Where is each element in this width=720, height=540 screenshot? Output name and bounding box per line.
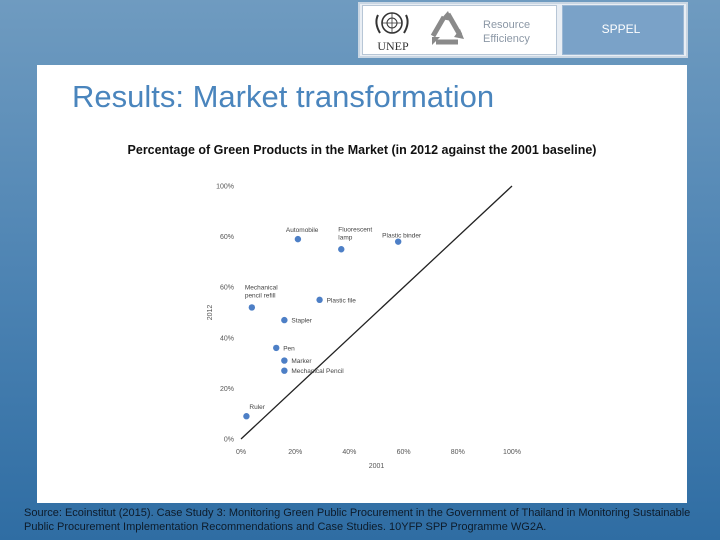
slide-title: Results: Market transformation bbox=[72, 79, 495, 114]
data-label: Mechanical bbox=[245, 284, 278, 291]
data-label: Plastic file bbox=[327, 297, 357, 304]
data-label: Plastic binder bbox=[382, 233, 422, 240]
unep-logo-text: UNEP bbox=[377, 39, 409, 53]
x-tick-label: 80% bbox=[451, 449, 465, 456]
data-point bbox=[281, 357, 288, 364]
data-point bbox=[394, 238, 402, 245]
x-tick-label: 100% bbox=[503, 449, 521, 456]
data-point bbox=[316, 296, 323, 304]
data-label: pencil refill bbox=[245, 292, 276, 299]
y-tick-label: 100% bbox=[216, 184, 234, 191]
data-label: Fluorescent bbox=[338, 226, 372, 233]
resource-label-line1: Resource bbox=[483, 19, 531, 31]
content-panel bbox=[37, 65, 687, 503]
x-tick-label: 40% bbox=[342, 449, 356, 456]
data-label: Mechanical Pencil bbox=[291, 368, 344, 375]
y-tick-label: 0% bbox=[224, 437, 234, 444]
x-axis-label: 2001 bbox=[369, 463, 385, 470]
y-tick-label: 20% bbox=[220, 386, 234, 393]
data-point bbox=[281, 316, 288, 324]
sppel-label: SPPEL bbox=[601, 22, 641, 36]
data-point bbox=[243, 413, 250, 420]
un-emblem-icon bbox=[375, 12, 409, 34]
data-label: Automobile bbox=[286, 227, 319, 234]
x-tick-label: 20% bbox=[288, 449, 302, 456]
reference-line bbox=[240, 185, 513, 440]
resource-efficiency-label: Resource Efficiency bbox=[483, 18, 555, 46]
data-point bbox=[281, 367, 288, 374]
recycle-icon bbox=[430, 11, 464, 45]
data-label: Marker bbox=[291, 358, 312, 365]
data-point bbox=[294, 235, 302, 243]
x-tick-label: 0% bbox=[236, 449, 246, 456]
y-tick-label: 40% bbox=[220, 335, 234, 342]
data-label: lamp bbox=[338, 234, 352, 241]
y-axis-label: 2012 bbox=[207, 305, 214, 321]
scatter-chart: 0% 20% 40% 60% 60% 100% 0% 20% 40% 60% 80% 100% 2001… bbox=[207, 184, 521, 471]
resource-label-line2: Efficiency bbox=[483, 33, 530, 45]
data-point bbox=[273, 344, 280, 352]
data-label: Pen bbox=[283, 345, 295, 352]
x-tick-label: 60% bbox=[397, 449, 411, 456]
y-tick-label: 60% bbox=[220, 285, 234, 292]
source-citation: Source: Ecoinstitut (2015). Case Study 3… bbox=[24, 507, 691, 533]
data-label: Ruler bbox=[249, 404, 265, 411]
y-tick-label: 60% bbox=[220, 234, 234, 241]
data-point bbox=[248, 304, 256, 311]
sppel-box bbox=[562, 5, 684, 55]
data-label: Stapler bbox=[291, 318, 312, 325]
data-point bbox=[338, 246, 345, 253]
chart-title: Percentage of Green Products in the Mark… bbox=[127, 143, 597, 157]
